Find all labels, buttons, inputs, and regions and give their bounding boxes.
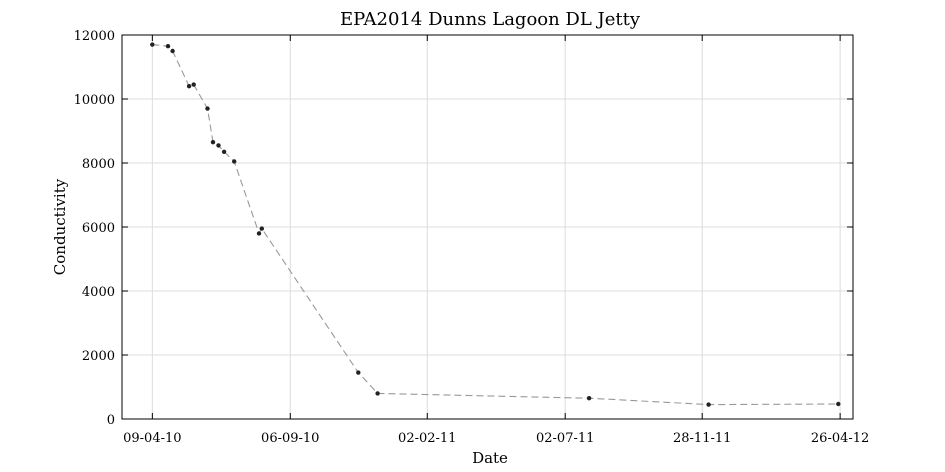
- y-tick-label: 8000: [82, 157, 115, 172]
- x-tick-label: 02-07-11: [536, 431, 594, 446]
- data-point: [586, 396, 592, 401]
- data-point: [256, 231, 262, 236]
- data-point: [706, 402, 711, 407]
- data-point: [205, 106, 210, 111]
- y-tick-label: 0: [107, 413, 115, 428]
- x-axis-label: Date: [472, 449, 508, 467]
- data-point: [150, 42, 155, 47]
- y-axis-label: Conductivity: [51, 178, 69, 275]
- y-tick-label: 10000: [74, 93, 115, 108]
- data-point: [186, 84, 192, 89]
- data-point: [170, 48, 175, 54]
- data-point: [191, 82, 196, 87]
- plot-frame: [121, 34, 854, 420]
- x-tick-label: 26-04-12: [811, 431, 869, 446]
- x-tick-label: 09-04-10: [123, 431, 181, 446]
- x-tick-label: 02-02-11: [398, 431, 456, 446]
- series-line: [152, 44, 839, 406]
- y-tick-label: 6000: [82, 221, 115, 236]
- x-tick-label: 28-11-11: [673, 431, 731, 446]
- data-point: [221, 149, 227, 154]
- data-point: [210, 140, 216, 145]
- data-point: [165, 44, 171, 49]
- data-point: [836, 401, 841, 407]
- y-tick-label: 4000: [82, 285, 115, 300]
- chart-title: EPA2014 Dunns Lagoon DL Jetty: [340, 9, 641, 30]
- y-tick-label: 2000: [82, 349, 115, 364]
- x-tick-label: 06-09-10: [261, 431, 319, 446]
- data-point: [259, 226, 264, 231]
- data-series: [150, 42, 841, 407]
- tick-labels: 09-04-10 06-09-10 02-02-11 02-07-11 28-11-11…: [74, 29, 870, 446]
- axes: [121, 34, 854, 420]
- y-tick-label: 12000: [74, 29, 115, 44]
- data-point: [232, 159, 237, 164]
- data-point: [356, 370, 361, 375]
- data-point: [216, 143, 221, 148]
- data-point: [375, 391, 380, 396]
